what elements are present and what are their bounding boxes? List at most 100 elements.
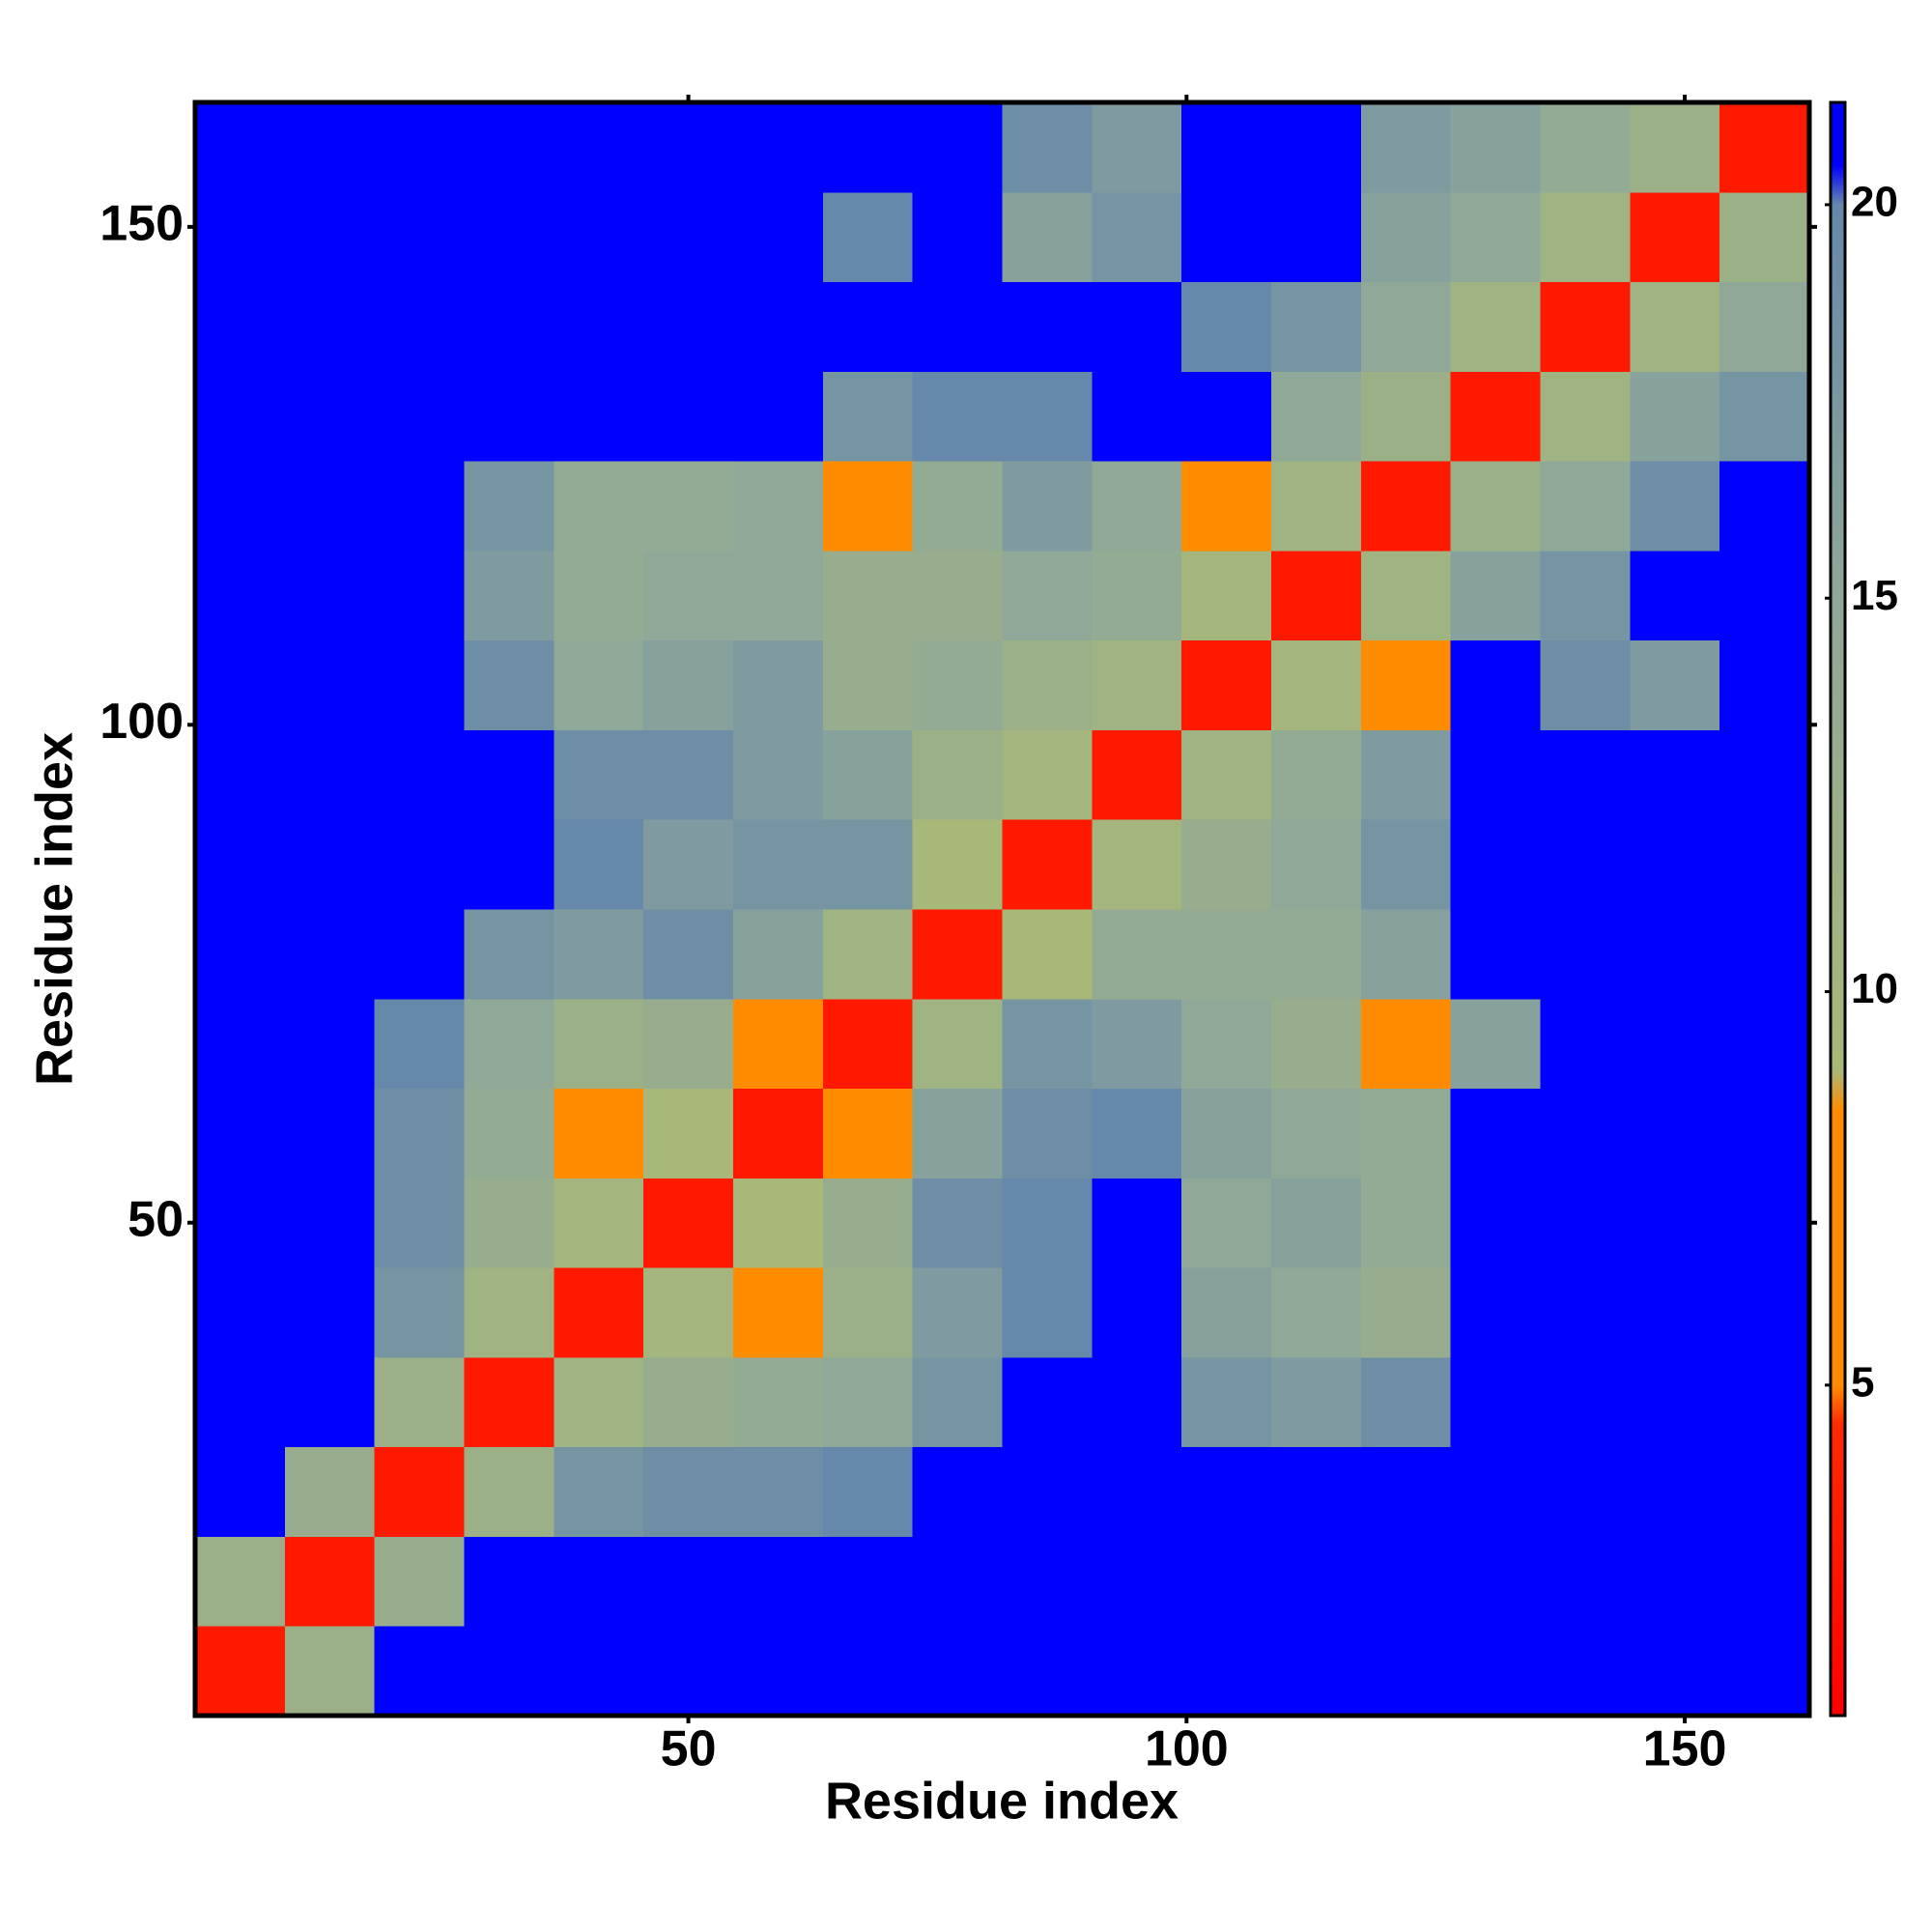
heatmap-cell	[1360, 998, 1452, 1090]
heatmap-cell	[1092, 1446, 1182, 1537]
heatmap-cell	[1002, 371, 1093, 462]
heatmap-cell	[284, 639, 376, 730]
heatmap-cell	[464, 281, 554, 372]
heatmap-cell	[822, 1446, 914, 1537]
heatmap-cell	[1719, 639, 1810, 730]
heatmap-cell	[1360, 461, 1452, 552]
heatmap-cell	[1002, 1267, 1093, 1358]
heatmap-cell	[1360, 371, 1452, 462]
heatmap-cell	[1181, 998, 1272, 1090]
heatmap-cell	[912, 1626, 1003, 1717]
heatmap-cell	[1540, 191, 1631, 283]
heatmap-cell	[1360, 281, 1452, 372]
heatmap-cell	[1630, 191, 1720, 283]
heatmap-cell	[374, 191, 465, 283]
heatmap-cell	[1271, 998, 1362, 1090]
heatmap-cell	[284, 1356, 376, 1448]
heatmap-cell	[1271, 819, 1362, 910]
heatmap-cell	[1271, 102, 1362, 193]
heatmap-cell	[1630, 729, 1720, 820]
heatmap-cell	[1271, 1356, 1362, 1448]
heatmap-cell	[464, 639, 554, 730]
heatmap-cell	[1450, 819, 1541, 910]
heatmap-cell	[195, 1267, 286, 1358]
heatmap-cell	[1450, 1356, 1541, 1448]
heatmap-cell	[1719, 819, 1810, 910]
heatmap-cell	[733, 371, 824, 462]
heatmap-cell	[1181, 1446, 1272, 1537]
heatmap-cell	[912, 371, 1003, 462]
heatmap-cell	[1630, 1178, 1720, 1268]
heatmap-cell	[1360, 191, 1452, 283]
heatmap-cell	[1540, 1178, 1631, 1268]
heatmap-cell	[1540, 550, 1631, 641]
heatmap-cell	[1450, 1536, 1541, 1627]
heatmap-cell	[1092, 550, 1182, 641]
heatmap-cell	[195, 1446, 286, 1537]
heatmap-cell	[1002, 281, 1093, 372]
heatmap-cell	[1002, 550, 1093, 641]
heatmap-cell	[733, 998, 824, 1090]
heatmap-cell	[1360, 1626, 1452, 1717]
heatmap-cell	[1092, 1536, 1182, 1627]
heatmap-cell	[1360, 1178, 1452, 1268]
heatmap-cell	[1002, 1088, 1093, 1179]
heatmap-cell	[1271, 550, 1362, 641]
heatmap-cell	[1181, 729, 1272, 820]
heatmap-cell	[1092, 1178, 1182, 1268]
heatmap-cell	[1540, 371, 1631, 462]
heatmap-cell	[1092, 1088, 1182, 1179]
heatmap-cell	[284, 281, 376, 372]
heatmap-cell	[1002, 819, 1093, 910]
heatmap-cell	[374, 102, 465, 193]
y-tick-label: 100	[99, 694, 184, 750]
heatmap-cell	[1181, 371, 1272, 462]
heatmap-cell	[822, 729, 914, 820]
heatmap-cell	[1271, 1178, 1362, 1268]
heatmap-cell	[1271, 909, 1362, 1000]
heatmap-cell	[284, 1536, 376, 1627]
x-tick-label: 100	[1145, 1721, 1229, 1777]
heatmap-cell	[822, 998, 914, 1090]
heatmap-cell	[1630, 1267, 1720, 1358]
heatmap-cell	[284, 550, 376, 641]
heatmap-cell	[554, 1178, 644, 1268]
heatmap-cell	[554, 1446, 644, 1537]
heatmap-cell	[1540, 639, 1631, 730]
heatmap-cell	[1092, 371, 1182, 462]
x-axis-title: Residue index	[825, 1772, 1179, 1830]
heatmap-cell	[1719, 909, 1810, 1000]
heatmap-cell	[464, 909, 554, 1000]
heatmap-cell	[1630, 1356, 1720, 1448]
heatmap-cell	[554, 371, 644, 462]
heatmap-cell	[1719, 729, 1810, 820]
heatmap-cell	[1630, 461, 1720, 552]
heatmap-cell	[284, 371, 376, 462]
heatmap-cell	[1540, 1267, 1631, 1358]
heatmap-cell	[822, 1536, 914, 1627]
heatmap-cell	[374, 998, 465, 1090]
heatmap-cell	[912, 281, 1003, 372]
heatmap-cell	[464, 1178, 554, 1268]
heatmap-cell	[1450, 191, 1541, 283]
heatmap-cell	[554, 550, 644, 641]
heatmap-cell	[374, 819, 465, 910]
heatmap-cell	[195, 729, 286, 820]
heatmap-cell	[464, 461, 554, 552]
heatmap-cell	[1360, 1446, 1452, 1537]
heatmap-cell	[464, 550, 554, 641]
heatmap-cell	[1540, 1446, 1631, 1537]
heatmap-cell	[912, 1267, 1003, 1358]
heatmap-cell	[1630, 1626, 1720, 1717]
heatmap-cell	[1719, 1178, 1810, 1268]
heatmap-cell	[643, 461, 734, 552]
heatmap-cell	[1450, 102, 1541, 193]
heatmap-cell	[284, 729, 376, 820]
heatmap-cell	[643, 1446, 734, 1537]
heatmap-cell	[284, 819, 376, 910]
heatmap-cell	[195, 191, 286, 283]
heatmap-cell	[464, 819, 554, 910]
heatmap-cell	[464, 191, 554, 283]
heatmap-cell	[1092, 819, 1182, 910]
heatmap-cell	[284, 1626, 376, 1717]
